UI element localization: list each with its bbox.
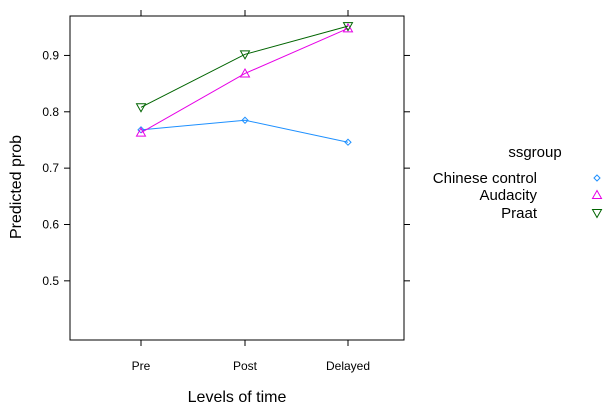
legend-title: ssgroup xyxy=(508,144,561,161)
x-tick-label: Pre xyxy=(132,359,151,373)
series-line xyxy=(140,119,349,143)
legend-label: Audacity xyxy=(479,187,537,204)
legend-marker xyxy=(591,209,603,219)
y-axis-title: Predicted prob xyxy=(8,135,25,239)
y-tick-label: 0.5 xyxy=(42,274,59,288)
x-tick-label: Post xyxy=(233,359,258,373)
legend-marker xyxy=(593,174,601,182)
series-line xyxy=(140,27,349,134)
y-tick-label: 0.7 xyxy=(42,161,59,175)
series-point xyxy=(135,127,147,137)
series-line xyxy=(140,25,349,108)
legend-marker xyxy=(591,189,603,199)
y-tick-label: 0.6 xyxy=(42,217,59,231)
series-point xyxy=(344,138,352,146)
y-tick-label: 0.9 xyxy=(42,48,59,62)
series-layer xyxy=(135,22,354,146)
series-point xyxy=(241,116,249,124)
y-tick-label: 0.8 xyxy=(42,105,59,119)
series-point xyxy=(239,67,251,78)
series-point xyxy=(135,103,147,113)
legend-label: Chinese control xyxy=(433,170,537,187)
series-point xyxy=(342,22,354,33)
series-point xyxy=(137,126,145,134)
x-axis-title: Levels of time xyxy=(188,389,287,405)
series-point xyxy=(239,50,251,60)
legend-label: Praat xyxy=(501,205,538,222)
axes: Pre Post Delayed 0.5 0.6 0.7 0.8 0.9 xyxy=(42,10,410,373)
series-point xyxy=(342,22,354,32)
plot-frame xyxy=(69,15,405,341)
x-tick-label: Delayed xyxy=(326,359,370,373)
